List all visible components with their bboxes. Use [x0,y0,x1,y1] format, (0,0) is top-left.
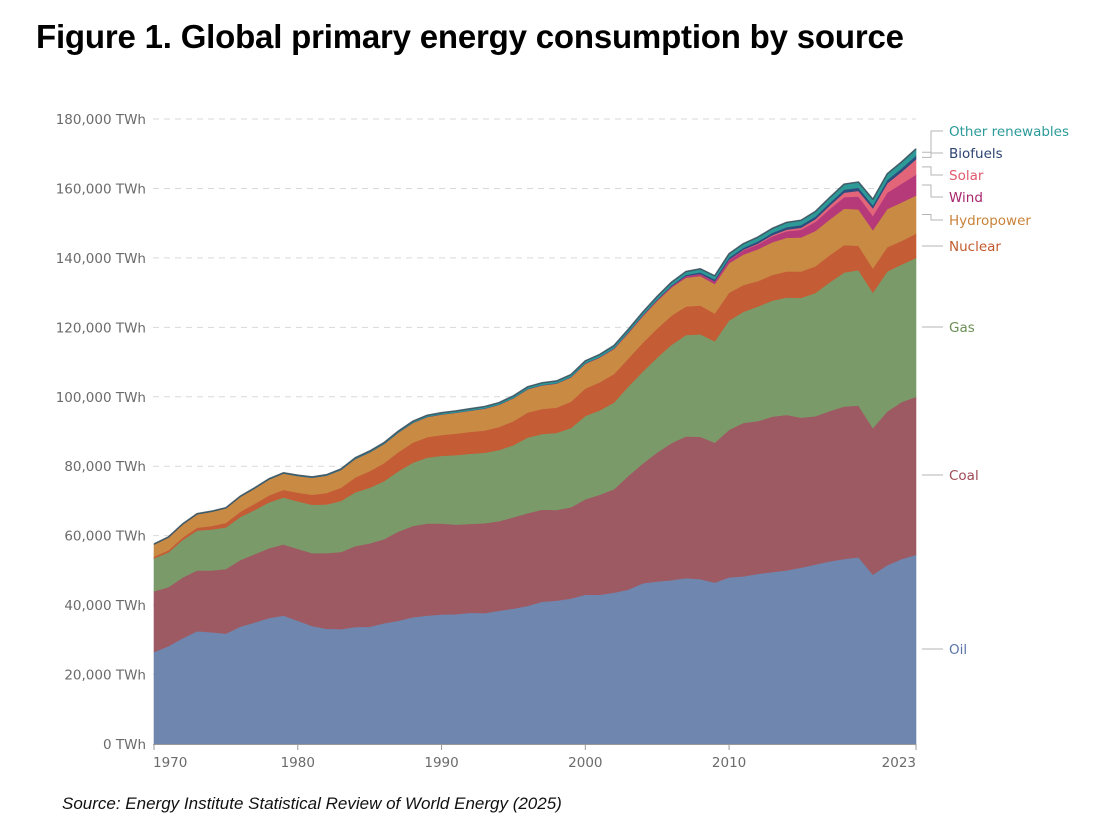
total-outline [153,148,917,545]
legend-label-solar: Solar [949,168,984,184]
stacked-area-chart: 0 TWh 20,000 TWh 40,000 TWh 60,000 TWh 80,00… [56,112,1069,771]
legend-label-other-renewables: Other renewables [949,124,1069,140]
y-tick-label: 140,000 TWh [56,251,146,267]
x-axis-tick-labels: 1970 1980 1990 2000 2010 2023 [153,755,916,771]
x-tick-label: 1980 [281,755,315,771]
legend-label-hydropower: Hydropower [949,213,1031,229]
y-tick-label: 0 TWh [103,737,146,753]
legend-label-gas: Gas [949,320,975,336]
x-tick-label: 1970 [153,755,187,771]
x-tick-label: 2023 [882,755,916,771]
total-line [153,148,917,545]
legend-connector [922,184,943,198]
y-tick-label: 40,000 TWh [64,598,146,614]
legend-connector [922,214,943,221]
x-tick-label: 2000 [568,755,602,771]
legend-label-nuclear: Nuclear [949,239,1001,255]
legend-connector [922,166,943,176]
source-caption: Source: Energy Institute Statistical Rev… [62,794,562,813]
y-axis-tick-labels: 0 TWh 20,000 TWh 40,000 TWh 60,000 TWh 80,00… [56,112,146,753]
x-tick-label: 1990 [424,755,458,771]
legend-label-oil: Oil [949,642,967,658]
x-tick-label: 2010 [712,755,746,771]
legend-labels: Oil Coal Gas Nuclear Hydropower Wind Solar Biof… [922,124,1069,658]
y-tick-label: 160,000 TWh [56,181,146,197]
legend-connector [922,152,943,158]
y-tick-label: 180,000 TWh [56,112,146,128]
y-tick-label: 100,000 TWh [56,390,146,406]
axes [153,744,917,750]
area-layers [153,148,917,745]
y-tick-label: 120,000 TWh [56,320,146,336]
legend-label-coal: Coal [949,468,979,484]
figure-title: Figure 1. Global primary energy consumpt… [36,18,904,55]
y-tick-label: 60,000 TWh [64,529,146,545]
y-tick-label: 80,000 TWh [64,459,146,475]
legend-label-wind: Wind [949,190,983,206]
legend-label-biofuels: Biofuels [949,146,1003,162]
legend-connector [922,130,943,153]
y-tick-label: 20,000 TWh [64,668,146,684]
